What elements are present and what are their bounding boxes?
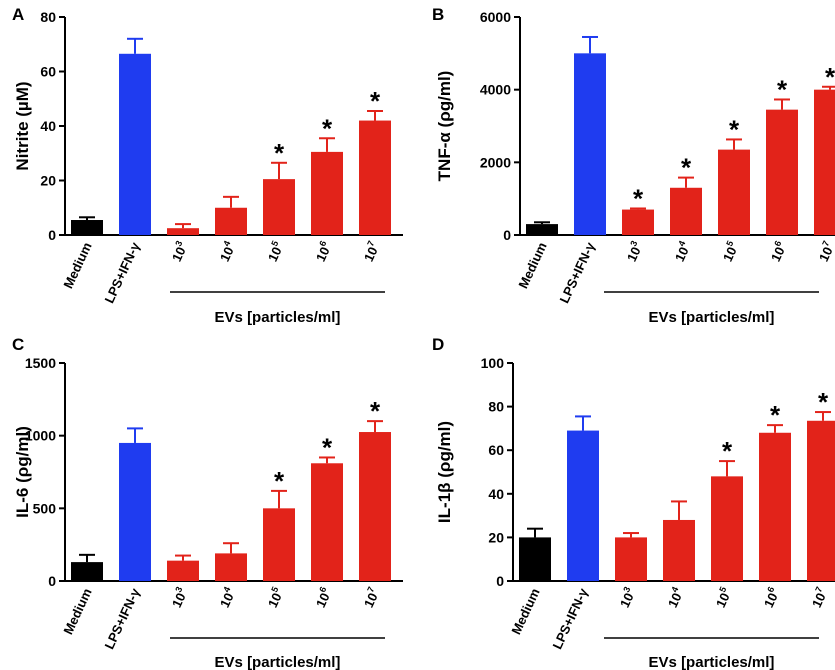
bar	[807, 420, 835, 581]
y-tick-label: 2000	[480, 154, 511, 170]
significance-star: *	[681, 153, 692, 183]
y-tick-label: 1500	[25, 355, 56, 371]
y-tick-label: 40	[488, 486, 504, 502]
y-tick-label: 40	[40, 118, 56, 134]
y-tick-label: 6000	[480, 9, 511, 25]
x-tick-exponent: 5	[269, 585, 280, 594]
y-tick-label: 80	[488, 399, 504, 415]
y-tick-label: 60	[488, 442, 504, 458]
significance-star: *	[729, 114, 740, 144]
x-tick-exponent: 6	[317, 585, 328, 594]
y-tick-label: 0	[503, 227, 511, 243]
significance-star: *	[633, 183, 644, 213]
x-tick-exponent: 5	[269, 239, 280, 248]
x-tick-exponent: 5	[717, 585, 728, 594]
bar	[663, 519, 695, 581]
y-axis-label: IL-6 (ρg/ml)	[13, 426, 32, 518]
significance-star: *	[722, 436, 733, 466]
group-label: EVs [particles/ml]	[649, 654, 775, 670]
significance-star: *	[370, 396, 381, 426]
y-axis-label: TNF-α (ρg/ml)	[435, 71, 454, 182]
x-tick-exponent: 4	[221, 585, 232, 594]
bar	[167, 228, 199, 235]
y-tick-label: 500	[33, 500, 57, 516]
group-label: EVs [particles/ml]	[215, 309, 341, 326]
x-tick-exponent: 7	[813, 585, 824, 594]
group-label: EVs [particles/ml]	[649, 309, 775, 326]
x-tick-exponent: 4	[669, 585, 680, 594]
bar	[119, 442, 151, 581]
y-tick-label: 4000	[480, 82, 511, 98]
bar	[119, 53, 151, 235]
x-tick-exponent: 6	[317, 239, 328, 248]
bar	[71, 220, 103, 235]
x-tick-exponent: 4	[221, 239, 232, 248]
x-tick-exponent: 7	[820, 239, 831, 248]
panel-letter: C	[12, 335, 24, 354]
y-tick-label: 0	[496, 573, 504, 589]
y-tick-label: 20	[488, 529, 504, 545]
x-tick-exponent: 3	[621, 585, 632, 594]
bar	[567, 430, 599, 581]
bar	[759, 432, 791, 581]
x-tick-exponent: 3	[173, 239, 184, 248]
bar	[215, 207, 247, 235]
bar	[814, 89, 835, 236]
y-tick-label: 100	[481, 355, 505, 371]
bar	[263, 508, 295, 581]
bar	[711, 476, 743, 581]
bar	[574, 53, 606, 236]
bar	[670, 187, 702, 235]
x-tick-exponent: 6	[765, 585, 776, 594]
x-tick-exponent: 4	[676, 239, 687, 248]
bar	[71, 562, 103, 581]
y-tick-label: 0	[48, 573, 56, 589]
bar	[359, 120, 391, 235]
significance-star: *	[770, 400, 781, 430]
bar	[359, 432, 391, 581]
y-tick-label: 0	[48, 227, 56, 243]
significance-star: *	[370, 86, 381, 116]
bar	[718, 149, 750, 235]
panel-letter: A	[12, 5, 24, 24]
bar	[311, 463, 343, 581]
panel-letter: D	[432, 335, 444, 354]
significance-star: *	[274, 138, 285, 168]
significance-star: *	[818, 387, 829, 417]
x-tick-exponent: 3	[173, 585, 184, 594]
significance-star: *	[274, 466, 285, 496]
y-tick-label: 60	[40, 64, 56, 80]
significance-star: *	[777, 74, 788, 104]
bar	[215, 553, 247, 581]
significance-star: *	[322, 432, 333, 462]
bar	[311, 151, 343, 235]
y-tick-label: 20	[40, 173, 56, 189]
panel-letter: B	[432, 5, 444, 24]
bar	[167, 560, 199, 581]
y-axis-label: Nitrite (µM)	[13, 81, 32, 170]
bar	[526, 224, 558, 235]
y-tick-label: 1000	[25, 428, 56, 444]
significance-star: *	[322, 113, 333, 143]
x-tick-exponent: 6	[772, 239, 783, 248]
x-tick-exponent: 7	[365, 585, 376, 594]
x-tick-exponent: 5	[724, 239, 735, 248]
x-tick-exponent: 7	[365, 239, 376, 248]
bar	[615, 537, 647, 581]
y-tick-label: 80	[40, 9, 56, 25]
x-tick-exponent: 3	[628, 239, 639, 248]
group-label: EVs [particles/ml]	[215, 654, 341, 670]
bar	[622, 209, 654, 235]
bar	[766, 109, 798, 235]
significance-star: *	[825, 62, 835, 92]
bar	[519, 537, 551, 581]
y-axis-label: IL-1β (ρg/ml)	[435, 421, 454, 523]
bar	[263, 179, 295, 235]
